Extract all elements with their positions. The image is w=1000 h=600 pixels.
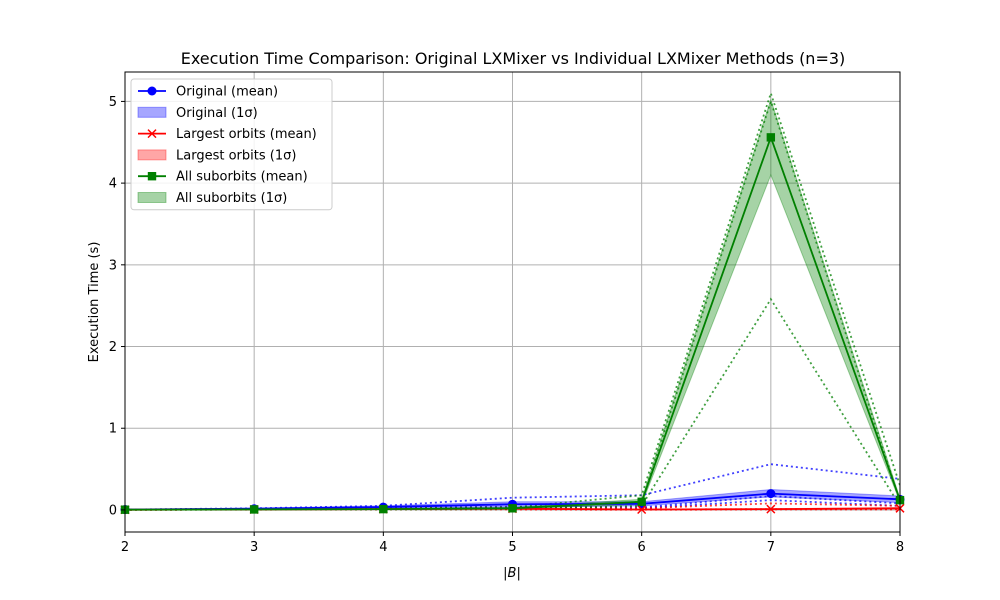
x-tick-label: 6 bbox=[638, 540, 646, 555]
y-tick-label: 4 bbox=[109, 177, 117, 192]
y-tick-label: 2 bbox=[109, 340, 117, 355]
data-point bbox=[249, 505, 259, 514]
legend-label: Largest orbits (mean) bbox=[176, 127, 317, 142]
chart-title: Execution Time Comparison: Original LXMi… bbox=[181, 49, 846, 68]
data-point bbox=[766, 504, 776, 514]
legend-band-swatch bbox=[137, 106, 167, 118]
run-line bbox=[125, 499, 900, 511]
legend-marker bbox=[147, 129, 157, 139]
legend: Original (mean) Original (1σ) Largest orbi… bbox=[130, 78, 333, 211]
run-line bbox=[125, 502, 900, 511]
legend-marker bbox=[147, 172, 157, 181]
y-tick-label: 0 bbox=[109, 503, 117, 518]
data-point bbox=[766, 133, 776, 142]
legend-box bbox=[130, 78, 333, 211]
y-tick-label: 1 bbox=[109, 422, 117, 437]
x-axis-label: |B| bbox=[503, 566, 521, 581]
x-tick-label: 8 bbox=[896, 540, 904, 555]
x-tick-label: 4 bbox=[379, 540, 387, 555]
x-tick-label: 2 bbox=[121, 540, 129, 555]
legend-label: Original (1σ) bbox=[176, 106, 258, 121]
legend-label: All suborbits (1σ) bbox=[176, 191, 287, 206]
legend-label: Original (mean) bbox=[176, 85, 278, 100]
legend-band-swatch bbox=[137, 149, 167, 161]
data-point bbox=[766, 489, 776, 499]
x-tick-label: 3 bbox=[250, 540, 258, 555]
y-axis-label: Execution Time (s) bbox=[87, 242, 102, 363]
y-tick-label: 3 bbox=[109, 258, 117, 273]
run-line bbox=[125, 297, 900, 511]
plot-data bbox=[120, 90, 905, 515]
data-point bbox=[637, 497, 646, 506]
x-tick-label: 5 bbox=[508, 540, 516, 555]
legend-marker bbox=[147, 86, 157, 96]
y-tick-label: 5 bbox=[109, 95, 117, 110]
legend-label: All suborbits (mean) bbox=[176, 170, 308, 185]
data-point bbox=[637, 505, 647, 515]
data-point bbox=[508, 504, 517, 513]
axes: 2 3 4 5 6 7 8 0 1 2 3 4 5 bbox=[109, 95, 904, 555]
x-tick-label: 7 bbox=[767, 540, 775, 555]
data-point bbox=[379, 504, 388, 514]
legend-band-swatch bbox=[137, 192, 167, 203]
legend-label: Largest orbits (1σ) bbox=[176, 148, 296, 163]
